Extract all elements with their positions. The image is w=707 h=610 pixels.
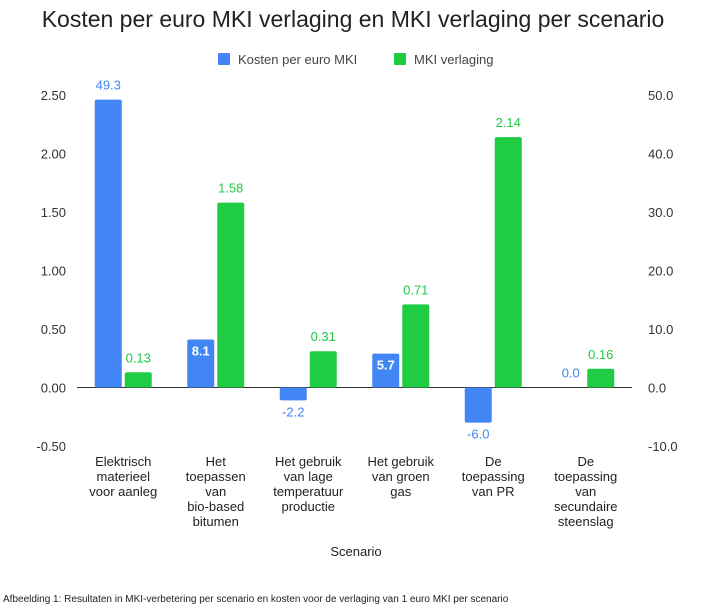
category-label-line: Het gebruik (368, 454, 435, 469)
category-label-line: steenslag (558, 514, 614, 529)
figure-caption: Afbeelding 1: Resultaten in MKI-verbeter… (3, 594, 509, 605)
category-label-line: temperatuur (273, 484, 344, 499)
left-tick-label: 2.00 (41, 147, 66, 162)
mki-bar (309, 351, 337, 388)
category-label-line: van lage (284, 469, 333, 484)
legend-swatch (218, 53, 230, 65)
legend: Kosten per euro MKI MKI verlaging (218, 52, 493, 67)
data-labels: 49.3 0.13 8.1 1.58 -2.2 0.31 5.7 0.71 -6.0 2.14 0.… (96, 78, 614, 442)
chart-title: Kosten per euro MKI verlaging en MKI ver… (42, 6, 665, 32)
cost-data-label: -2.2 (282, 404, 304, 419)
cost-data-label: -6.0 (467, 427, 489, 442)
category-label-line: van (575, 484, 596, 499)
category-label-line: materieel (97, 469, 151, 484)
legend-label: Kosten per euro MKI (238, 52, 357, 67)
category-label-line: van groen (372, 469, 430, 484)
mki-data-label: 0.31 (311, 329, 336, 344)
cost-bar (464, 387, 492, 423)
left-tick-label: 1.50 (41, 205, 66, 220)
cost-data-label: 0.0 (562, 366, 580, 381)
right-tick-label: 30.0 (648, 205, 673, 220)
category-label-line: van PR (472, 484, 515, 499)
category-label-line: van (205, 484, 226, 499)
right-axis-ticks: 50.0 40.0 30.0 20.0 10.0 0.0 -10.0 (648, 88, 678, 454)
category-label-line: toepassing (462, 469, 525, 484)
mki-bar (124, 372, 152, 388)
left-tick-label: 0.00 (41, 381, 66, 396)
category-label-line: bitumen (193, 514, 239, 529)
chart: Kosten per euro MKI verlaging en MKI ver… (36, 6, 678, 559)
left-tick-label: 2.50 (41, 88, 66, 103)
left-tick-label: 0.50 (41, 322, 66, 337)
cost-bar (372, 353, 400, 388)
category-label-line: De (577, 454, 594, 469)
category-label-line: toepassen (186, 469, 246, 484)
category-label-line: Elektrisch (95, 454, 151, 469)
bars (94, 99, 615, 423)
mki-data-label: 2.14 (496, 115, 521, 130)
left-axis-ticks: 2.50 2.00 1.50 1.00 0.50 0.00 -0.50 (36, 88, 66, 454)
right-tick-label: 20.0 (648, 264, 673, 279)
mki-data-label: 0.13 (126, 350, 151, 365)
category-label-line: productie (282, 499, 335, 514)
cost-bar (94, 99, 122, 388)
category-label-line: toepassing (554, 469, 617, 484)
category-label-line: voor aanleg (89, 484, 157, 499)
legend-label: MKI verlaging (414, 52, 493, 67)
mki-data-label: 0.71 (403, 282, 428, 297)
cost-bar (187, 339, 215, 388)
cost-data-label: 5.7 (377, 358, 395, 373)
cost-bar (279, 387, 307, 401)
right-tick-label: -10.0 (648, 439, 678, 454)
left-tick-label: 1.00 (41, 264, 66, 279)
mki-data-label: 1.58 (218, 181, 243, 196)
x-axis-title: Scenario (330, 544, 381, 559)
right-tick-label: 50.0 (648, 88, 673, 103)
category-label-line: Het (206, 454, 227, 469)
category-label-line: Het gebruik (275, 454, 342, 469)
right-tick-label: 40.0 (648, 147, 673, 162)
category-label-line: bio-based (187, 499, 244, 514)
mki-bar (494, 137, 522, 388)
right-tick-label: 0.0 (648, 381, 666, 396)
mki-bar (217, 202, 245, 388)
category-label-line: De (485, 454, 502, 469)
mki-data-label: 0.16 (588, 347, 613, 362)
left-tick-label: -0.50 (36, 439, 66, 454)
cost-data-label: 8.1 (192, 344, 210, 359)
right-tick-label: 10.0 (648, 322, 673, 337)
legend-swatch (394, 53, 406, 65)
cost-data-label: 49.3 (96, 78, 121, 93)
mki-bar (587, 368, 615, 388)
category-label-line: gas (390, 484, 411, 499)
mki-bar (402, 304, 430, 388)
category-label-line: secundaire (554, 499, 618, 514)
